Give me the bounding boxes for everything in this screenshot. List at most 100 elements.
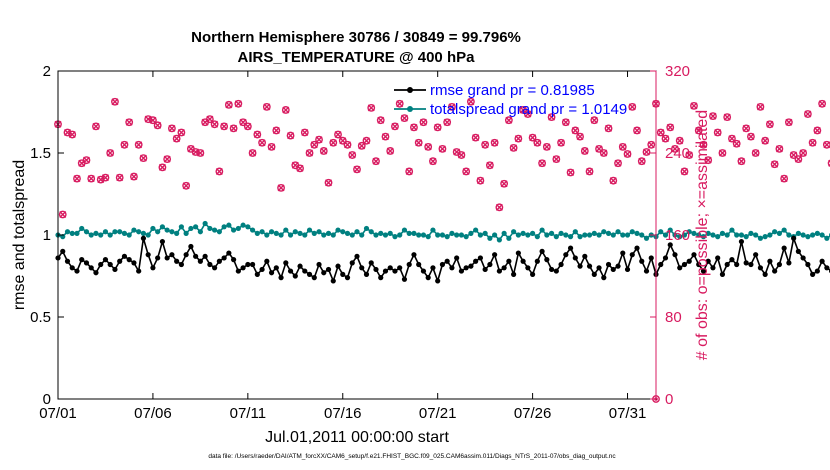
obs-assimilated-point (429, 157, 437, 165)
obs-assimilated-point (633, 126, 641, 134)
x-tick-label: 07/16 (324, 405, 362, 422)
rmse-point (98, 261, 104, 268)
totalspread-point (411, 230, 417, 236)
rmse-point (572, 255, 578, 261)
obs-possible-point (353, 165, 361, 174)
obs-assimilated-point (766, 120, 774, 128)
obs-assimilated-point (68, 131, 76, 139)
totalspread-point (316, 229, 322, 235)
totalspread-point (449, 230, 455, 236)
obs-assimilated-point (306, 149, 314, 157)
obs-possible-point (106, 149, 115, 157)
totalspread-point (140, 230, 147, 236)
totalspread-point (197, 229, 203, 235)
totalspread-point (715, 234, 721, 240)
legend-item: totalspread grand pr = 1.0149 (394, 101, 627, 118)
obs-assimilated-point (396, 100, 404, 108)
obs-assimilated-point (101, 174, 109, 182)
y-right-tick-label: 320 (665, 63, 690, 80)
rmse-point (615, 263, 621, 269)
obs-possible-point (756, 102, 765, 111)
obs-assimilated-point (230, 124, 238, 132)
obs-assimilated-point (647, 141, 655, 149)
totalspread-point (121, 230, 128, 236)
rmse-point (183, 252, 189, 258)
totalspread-point (454, 232, 460, 238)
obs-possible-point (509, 143, 518, 152)
totalspread-point (477, 232, 483, 238)
obs-possible-point (334, 130, 342, 139)
obs-possible-point (258, 138, 266, 147)
rmse-point (477, 255, 483, 261)
obs-possible-point (585, 167, 594, 176)
obs-assimilated-point (581, 147, 589, 155)
obs-assimilated-point (571, 126, 579, 134)
obs-assimilated-point (291, 161, 299, 169)
totalspread-point (325, 230, 332, 236)
totalspread-point (354, 229, 360, 235)
rmse-point (643, 268, 650, 274)
obs-possible-point (566, 168, 575, 177)
obs-assimilated-point (448, 103, 456, 111)
totalspread-point (401, 227, 408, 233)
obs-assimilated-point (258, 139, 266, 147)
totalspread-point (435, 232, 441, 238)
rmse-point (563, 252, 569, 258)
rmse-point (74, 268, 80, 274)
totalspread-point (79, 225, 85, 232)
rmse-point (373, 266, 379, 273)
obs-possible-point (253, 130, 262, 139)
totalspread-point (615, 229, 621, 235)
totalspread-point (164, 227, 170, 233)
obs-assimilated-point (415, 139, 423, 147)
totalspread-point (691, 230, 697, 236)
rmse-point (439, 261, 446, 268)
totalspread-point (216, 229, 222, 235)
totalspread-point (511, 229, 517, 235)
obs-possible-point (82, 156, 91, 165)
totalspread-point (235, 225, 241, 232)
series-layer (54, 97, 830, 403)
totalspread-point (321, 232, 327, 238)
rmse-point (515, 250, 521, 256)
obs-assimilated-point (249, 149, 257, 157)
obs-assimilated-point (699, 141, 707, 149)
totalspread-point (729, 227, 735, 233)
totalspread-point (520, 230, 526, 236)
obs-assimilated-point (690, 102, 698, 110)
totalspread-point (686, 229, 692, 235)
rmse-point (795, 248, 801, 254)
obs-possible-point (372, 157, 380, 166)
obs-assimilated-point (709, 112, 717, 120)
totalspread-point (378, 230, 384, 236)
totalspread-point (64, 229, 71, 235)
rmse-point (586, 263, 593, 269)
obs-possible-point (519, 106, 528, 114)
obs-possible-point (794, 155, 803, 164)
y-left-tick-label: 1.5 (30, 145, 51, 162)
obs-assimilated-point (92, 122, 100, 130)
obs-possible-point (723, 113, 732, 122)
obs-possible-point (675, 136, 684, 145)
obs-assimilated-point (253, 131, 261, 139)
rmse-point (159, 238, 166, 245)
obs-possible-point (818, 99, 827, 108)
obs-assimilated-point (619, 143, 627, 151)
x-tick-label: 07/01 (39, 405, 77, 422)
rmse-point (363, 271, 370, 277)
totalspread-point (136, 229, 142, 235)
obs-assimilated-point (130, 173, 138, 181)
rmse-point (762, 271, 768, 277)
obs-possible-point (405, 167, 414, 176)
obs-possible-point (803, 110, 812, 118)
totalspread-point (525, 232, 531, 238)
totalspread-point (249, 227, 256, 233)
rmse-point (601, 275, 607, 281)
obs-assimilated-point (543, 143, 551, 151)
obs-possible-point (310, 140, 319, 149)
obs-possible-point (429, 157, 437, 166)
obs-assimilated-point (680, 167, 688, 175)
obs-assimilated-point (510, 144, 518, 152)
obs-assimilated-point (220, 122, 228, 130)
rmse-point (164, 255, 170, 261)
